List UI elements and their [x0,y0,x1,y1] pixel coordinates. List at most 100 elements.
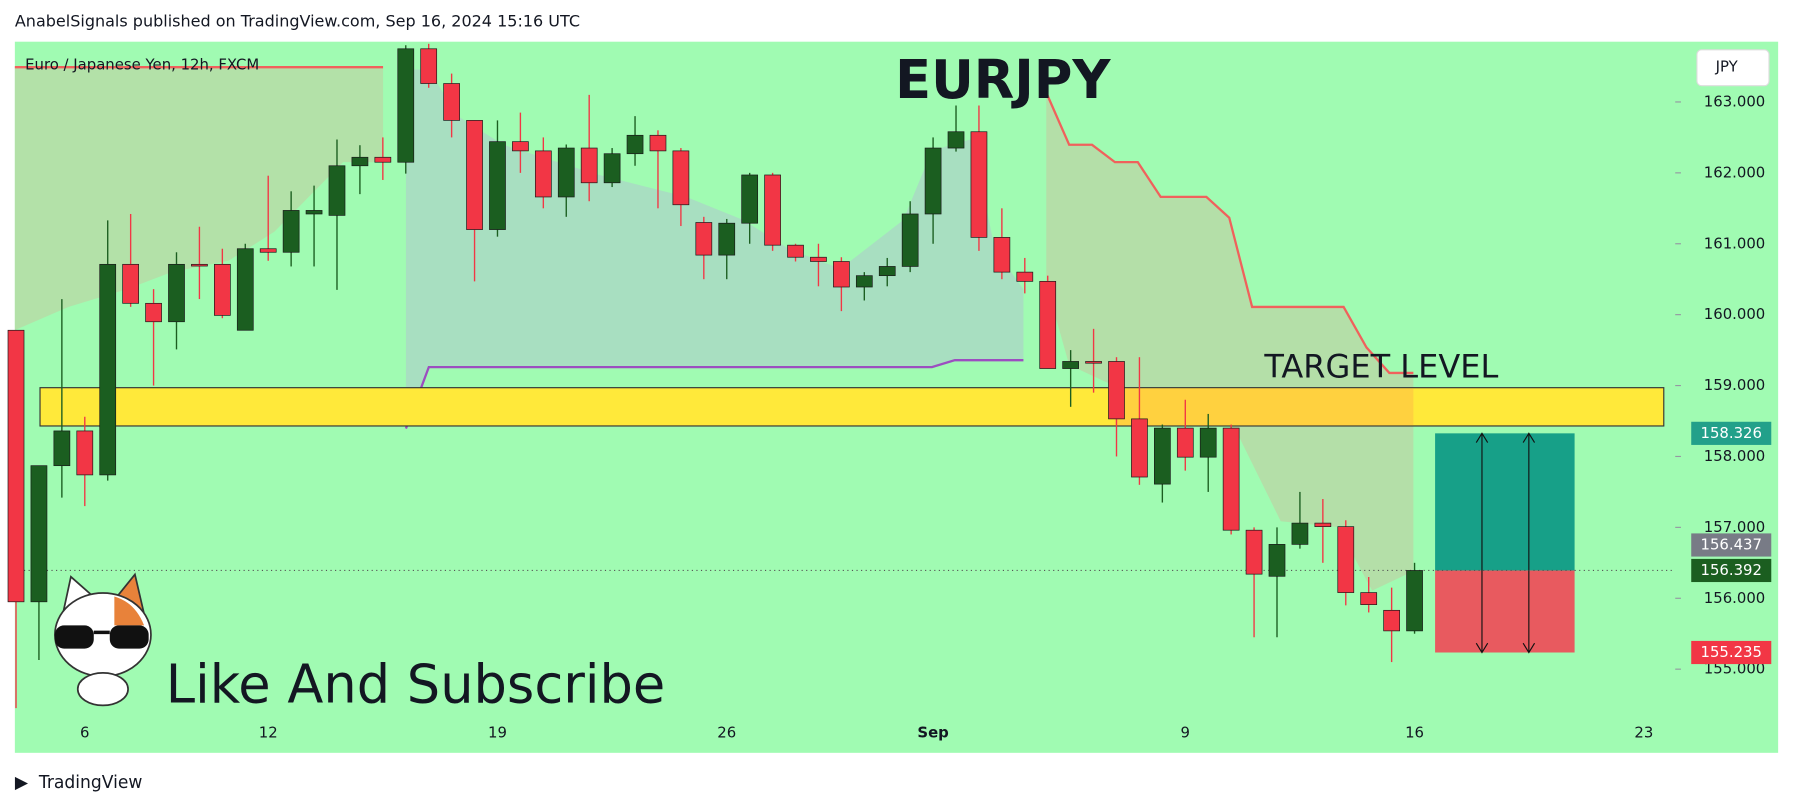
candle-body [810,256,827,262]
candle-body [580,147,598,184]
candle-body [718,222,736,256]
candle-body [328,165,346,216]
arrow-head [1522,432,1536,654]
candle-body [1245,529,1263,575]
symbol-label: Euro / Japanese Yen, 12h, FXCM [25,55,259,73]
candle-body [1406,570,1423,632]
candle-body [924,147,942,215]
cloud [1046,92,1414,591]
target-label: TARGET LEVEL [1263,347,1498,385]
candle-body [282,210,300,253]
candle-body [1291,522,1309,545]
y-tick-label: 161.000 [1704,234,1765,252]
candle-body [466,120,483,230]
y-tick-label: 160.000 [1704,305,1765,323]
candle-body [534,150,552,198]
candle-body [1199,427,1217,458]
loss-zone [1435,570,1575,653]
profit-zone [1435,433,1575,571]
candle-body [970,131,988,238]
candle-body [420,48,438,84]
candle-body [489,141,506,230]
candle-body [99,263,117,476]
candle-body [878,266,896,277]
candle-body [947,131,965,149]
x-tick-label: 23 [1634,724,1653,742]
candle-body [901,213,919,267]
y-tick-label: 156.000 [1704,589,1765,607]
x-tick-label: Sep [917,724,949,742]
candle-body [855,275,873,288]
candle-body [1383,609,1400,632]
x-tick-label: 26 [717,724,736,742]
price-label-box [1691,533,1772,557]
y-tick-label: 162.000 [1704,163,1765,181]
candle-body [214,263,231,316]
x-tick-label: 16 [1405,724,1424,742]
x-tick-label: 9 [1181,724,1190,742]
x-tick-label: 19 [488,724,507,742]
y-tick-label: 159.000 [1704,376,1765,394]
price-label: 155.235 [1701,643,1762,661]
annotation: Like And Subscribe [166,654,665,715]
candle-body [603,153,621,184]
candle-body [833,261,850,288]
cloud [405,69,1024,429]
candle-body [672,150,690,206]
price-label: 158.326 [1701,424,1762,442]
currency-box [1696,49,1770,87]
candle-body [1222,427,1240,531]
indicator-line [1045,92,1414,375]
candle-body [557,147,575,198]
price-label-box [1691,558,1772,583]
currency: JPY [1715,58,1739,76]
candle-body [53,430,71,467]
candle-body [145,302,162,323]
y-tick-label: 155.000 [1704,660,1765,678]
candle-body [1176,427,1194,458]
x-tick-label: 12 [259,724,278,742]
candle-body [649,134,667,152]
candle-body [1360,592,1378,605]
candle-body [512,141,529,152]
candle-body [236,248,254,331]
candle-body [1039,280,1057,369]
candle-body [1268,544,1286,577]
candle-body [1131,418,1148,478]
candle-body [1337,526,1355,593]
candle-body [305,210,323,215]
candle-body [191,263,208,267]
candle-body [626,134,644,155]
price-label: 156.437 [1701,535,1762,553]
candle-body [30,465,48,603]
candle-body [1108,361,1125,420]
candle-body [7,329,25,603]
y-tick-label: 158.000 [1704,447,1765,465]
candle-body [741,174,759,224]
candle-body [1154,427,1171,485]
candle-body [695,222,713,256]
y-tick-label: 157.000 [1704,518,1765,536]
candle-body [993,237,1011,273]
arrow-head [1475,432,1489,654]
candle-body [168,263,185,323]
y-tick-label: 163.000 [1704,92,1765,110]
header: AnabelSignals published on TradingView.c… [15,11,580,30]
candle-body [1062,361,1080,369]
candle-body [351,156,369,167]
x-tick-label: 6 [80,724,89,742]
zone-overlap [1114,388,1414,426]
candle-body [397,48,415,163]
candle-body [443,83,460,121]
price-label-box [1691,421,1772,445]
candle-body [764,174,781,246]
candle-body [374,156,392,163]
price-label-box [1691,640,1772,665]
candle-body [76,430,94,476]
candle-body [259,248,277,253]
logo: ▶ [15,773,29,793]
price-label: 156.392 [1701,561,1762,579]
candle-body [1085,361,1102,364]
